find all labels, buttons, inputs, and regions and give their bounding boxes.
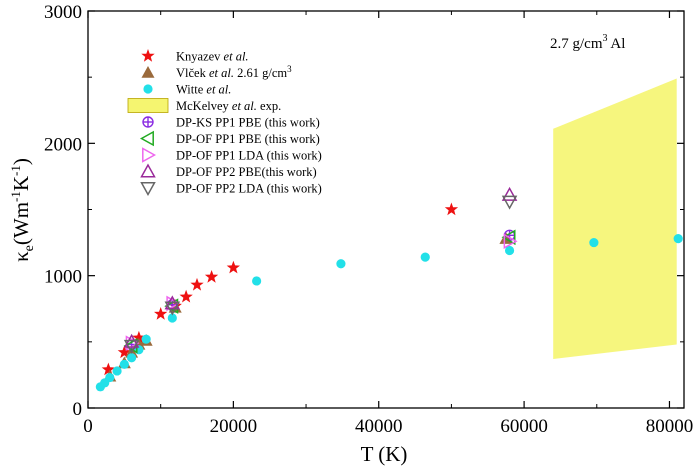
point-s2-8 bbox=[167, 313, 177, 323]
legend-name: DP-OF PP2 PBE(this work) bbox=[176, 165, 317, 179]
x-axis-title: T (K) bbox=[361, 442, 408, 466]
legend-name: DP-KS PP1 PBE (this work) bbox=[176, 116, 320, 130]
legend-label-8: DP-OF PP2 LDA (this work) bbox=[176, 182, 322, 196]
point-s2-5 bbox=[127, 353, 137, 363]
x-tick-label: 40000 bbox=[355, 416, 403, 437]
point-s2-7 bbox=[141, 334, 151, 344]
legend-name: Knyazev bbox=[176, 50, 224, 64]
legend-label-7: DP-OF PP2 PBE(this work) bbox=[176, 165, 317, 179]
point-s5-2 bbox=[501, 229, 516, 246]
legend-swatch-3 bbox=[127, 98, 169, 113]
legend-marker-0 bbox=[141, 49, 155, 62]
y-axis-mid: K bbox=[9, 176, 33, 191]
annotation-sup: 3 bbox=[603, 33, 608, 44]
legend-entry-5: DP-OF PP1 PBE (this work) bbox=[139, 130, 320, 147]
legend-entry-1: Vlček et al. 2.61 g/cm3 bbox=[141, 64, 292, 80]
y-axis-sub: e bbox=[22, 245, 37, 251]
legend-label-5: DP-OF PP1 PBE (this work) bbox=[176, 132, 320, 146]
legend-entry-3: McKelvey et al. exp. bbox=[127, 98, 281, 113]
legend-entry-8: DP-OF PP2 LDA (this work) bbox=[140, 182, 322, 197]
point-s2-14 bbox=[673, 234, 683, 244]
point-s0-3 bbox=[154, 307, 168, 320]
point-s8-0 bbox=[123, 339, 140, 354]
y-tick-label: 0 bbox=[73, 399, 83, 420]
legend-label-6: DP-OF PP1 LDA (this work) bbox=[176, 149, 322, 163]
point-s2-9 bbox=[252, 276, 262, 286]
point-s8-2 bbox=[501, 195, 518, 210]
legend-name-sup: 3 bbox=[287, 64, 292, 74]
legend-marker-2 bbox=[143, 84, 153, 94]
point-s2-11 bbox=[420, 252, 430, 262]
legend: Knyazev et al.Vlček et al. 2.61 g/cm3Wit… bbox=[127, 49, 322, 197]
legend-name-italic: et al. bbox=[206, 83, 231, 97]
legend-name-suffix: 2.61 g/cm bbox=[234, 66, 287, 80]
legend-name-italic: et al. bbox=[232, 99, 257, 113]
x-tick-label: 80000 bbox=[646, 416, 694, 437]
y-axis-sup2: -1 bbox=[8, 165, 23, 176]
point-s0-1 bbox=[117, 345, 131, 359]
y-tick-label: 3000 bbox=[44, 2, 82, 23]
point-s0-6 bbox=[190, 277, 204, 291]
legend-marker-1 bbox=[141, 66, 155, 78]
legend-label-0: Knyazev et al. bbox=[176, 50, 249, 64]
point-s2-4 bbox=[119, 359, 129, 369]
legend-label-1: Vlček et al. 2.61 g/cm3 bbox=[176, 64, 292, 80]
legend-name: McKelvey bbox=[176, 99, 232, 113]
point-s2-12 bbox=[504, 245, 515, 256]
legend-label-2: Witte et al. bbox=[176, 83, 231, 97]
legend-name: Vlček bbox=[176, 66, 209, 80]
point-s2-3 bbox=[112, 366, 122, 376]
y-axis-sup1: -1 bbox=[8, 191, 23, 202]
annotation-pre: 2.7 g/cm bbox=[550, 36, 603, 52]
point-s0-8 bbox=[226, 260, 240, 274]
region-3 bbox=[553, 78, 677, 359]
legend-entry-2: Witte et al. bbox=[143, 83, 231, 97]
legend-entry-4: DP-KS PP1 PBE (this work) bbox=[142, 116, 320, 130]
annotation-density-label: 2.7 g/cm3 Al bbox=[550, 33, 625, 52]
legend-name: DP-OF PP1 LDA (this work) bbox=[176, 149, 322, 163]
y-axis-open: (Wm bbox=[9, 202, 33, 245]
point-s0-7 bbox=[204, 270, 219, 283]
legend-marker-7 bbox=[140, 163, 156, 178]
point-s0-9 bbox=[444, 202, 459, 216]
annotation-post: Al bbox=[608, 36, 626, 52]
point-s0-5 bbox=[179, 289, 193, 303]
y-axis-close: ) bbox=[9, 158, 33, 165]
x-tick-label: 20000 bbox=[210, 416, 258, 437]
legend-entry-0: Knyazev et al. bbox=[141, 49, 249, 64]
point-s2-10 bbox=[336, 259, 346, 269]
axes: 0 20000 40000 60000 80000 0 1000 2000 3000 bbox=[44, 2, 693, 437]
legend-label-4: DP-KS PP1 PBE (this work) bbox=[176, 116, 320, 130]
legend-entry-6: DP-OF PP1 LDA (this work) bbox=[142, 147, 322, 163]
legend-name-italic: et al. bbox=[209, 66, 234, 80]
legend-label-3: McKelvey et al. exp. bbox=[176, 99, 281, 113]
point-s6-2 bbox=[503, 233, 518, 250]
point-s2-2 bbox=[105, 372, 115, 383]
legend-name: Witte bbox=[176, 83, 206, 97]
y-axis-title: κe(Wm-1K-1) bbox=[8, 158, 37, 262]
point-s0-0 bbox=[101, 362, 115, 376]
x-tick-label: 60000 bbox=[500, 416, 548, 437]
y-axis-symbol: κ bbox=[9, 251, 33, 262]
point-s7-2 bbox=[501, 186, 518, 201]
legend-marker-5 bbox=[139, 130, 154, 147]
legend-name: DP-OF PP2 LDA (this work) bbox=[176, 182, 322, 196]
point-s8-1 bbox=[164, 301, 181, 316]
y-tick-label: 1000 bbox=[44, 267, 82, 288]
point-s2-13 bbox=[589, 237, 599, 248]
y-tick-label: 2000 bbox=[44, 134, 82, 155]
point-s0-2 bbox=[132, 330, 146, 344]
legend-name-italic: et al. bbox=[224, 50, 249, 64]
legend-marker-6 bbox=[142, 147, 157, 163]
legend-marker-8 bbox=[140, 182, 156, 197]
legend-marker-4 bbox=[142, 116, 154, 128]
legend-name-suffix: exp. bbox=[257, 99, 281, 113]
legend-entry-7: DP-OF PP2 PBE(this work) bbox=[140, 163, 317, 179]
legend-name: DP-OF PP1 PBE (this work) bbox=[176, 132, 320, 146]
x-tick-label: 0 bbox=[83, 416, 93, 437]
plot-area bbox=[95, 78, 683, 392]
